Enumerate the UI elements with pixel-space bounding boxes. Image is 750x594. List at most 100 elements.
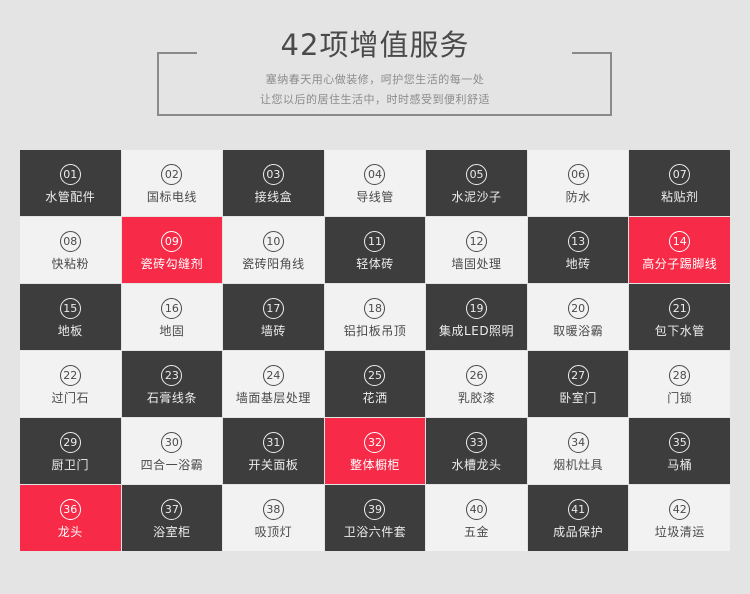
service-number-badge: 10 [262, 231, 284, 252]
service-cell[interactable]: 35 马桶 [629, 418, 730, 484]
service-cell[interactable]: 08 快粘粉 [20, 217, 121, 283]
service-label: 门锁 [667, 391, 693, 405]
service-label: 石膏线条 [146, 391, 197, 405]
service-label: 开关面板 [248, 458, 299, 472]
service-cell[interactable]: 03 接线盒 [223, 150, 324, 216]
service-cell[interactable]: 28 门锁 [629, 351, 730, 417]
services-grid: 01 水管配件 02 国标电线 03 接线盒 04 导线管 05 水泥沙子 06 防水 07 粘贴剂 08 快… [20, 150, 730, 551]
service-label: 瓷砖勾缝剂 [140, 257, 204, 271]
service-cell[interactable]: 07 粘贴剂 [629, 150, 730, 216]
service-label: 厨卫门 [51, 458, 90, 472]
service-label: 地固 [159, 324, 185, 338]
service-cell[interactable]: 16 地固 [121, 284, 223, 350]
service-cell[interactable]: 29 厨卫门 [20, 418, 121, 484]
service-label: 取暖浴霸 [553, 324, 604, 338]
service-number-badge: 03 [262, 164, 284, 185]
service-cell[interactable]: 06 防水 [527, 150, 629, 216]
service-number-badge: 30 [161, 432, 183, 453]
service-label: 导线管 [356, 190, 394, 204]
service-number-badge: 28 [669, 365, 691, 386]
service-label: 墙面基层处理 [235, 391, 311, 405]
service-number-badge: 08 [59, 231, 81, 252]
service-cell[interactable]: 41 成品保护 [527, 485, 629, 551]
service-cell[interactable]: 36 龙头 [20, 485, 121, 551]
service-number-badge: 27 [567, 365, 589, 386]
service-label: 花洒 [362, 391, 388, 405]
service-cell[interactable]: 39 卫浴六件套 [324, 485, 426, 551]
service-cell[interactable]: 26 乳胶漆 [426, 351, 527, 417]
service-number-badge: 11 [364, 231, 386, 252]
page-header: 42项增值服务 塞纳春天用心做装修，呵护您生活的每一处 让您以后的居住生活中，时… [0, 0, 750, 140]
service-cell[interactable]: 17 墙砖 [223, 284, 324, 350]
service-number-badge: 05 [466, 164, 488, 185]
service-cell[interactable]: 25 花洒 [324, 351, 426, 417]
service-number-badge: 16 [161, 298, 183, 319]
service-number-badge: 36 [59, 499, 81, 520]
service-cell[interactable]: 13 地砖 [527, 217, 629, 283]
service-number-badge: 12 [466, 231, 488, 252]
service-number-badge: 20 [567, 298, 589, 319]
service-label: 接线盒 [254, 190, 293, 204]
service-label: 快粘粉 [51, 257, 90, 271]
service-label: 水管配件 [45, 190, 96, 204]
service-cell[interactable]: 19 集成LED照明 [426, 284, 527, 350]
service-cell[interactable]: 23 石膏线条 [121, 351, 223, 417]
service-label: 整体橱柜 [349, 458, 400, 472]
service-cell[interactable]: 01 水管配件 [20, 150, 121, 216]
service-cell[interactable]: 14 高分子踢脚线 [629, 217, 730, 283]
service-label: 乳胶漆 [457, 391, 496, 405]
service-cell[interactable]: 04 导线管 [324, 150, 426, 216]
service-cell[interactable]: 38 吸顶灯 [223, 485, 324, 551]
service-number-badge: 14 [669, 231, 691, 252]
service-label: 过门石 [51, 391, 90, 405]
page-title: 42项增值服务 [280, 28, 470, 62]
service-cell[interactable]: 42 垃圾清运 [629, 485, 730, 551]
service-number-badge: 23 [161, 365, 183, 386]
service-cell[interactable]: 15 地板 [20, 284, 121, 350]
service-label: 吸顶灯 [254, 525, 293, 539]
header-subtitle-line-1: 塞纳春天用心做装修，呵护您生活的每一处 [265, 73, 485, 86]
service-label: 墙砖 [260, 324, 286, 338]
service-cell[interactable]: 27 卧室门 [527, 351, 629, 417]
service-number-badge: 37 [161, 499, 183, 520]
service-number-badge: 41 [567, 499, 589, 520]
service-number-badge: 24 [262, 365, 284, 386]
header-frame-gap [197, 48, 572, 58]
service-cell[interactable]: 12 墙固处理 [426, 217, 527, 283]
service-cell[interactable]: 30 四合一浴霸 [121, 418, 223, 484]
service-number-badge: 34 [567, 432, 589, 453]
service-cell[interactable]: 22 过门石 [20, 351, 121, 417]
service-cell[interactable]: 31 开关面板 [223, 418, 324, 484]
service-cell[interactable]: 32 整体橱柜 [324, 418, 426, 484]
service-cell[interactable]: 18 铝扣板吊顶 [324, 284, 426, 350]
service-number-badge: 04 [364, 164, 386, 185]
service-cell[interactable]: 11 轻体砖 [324, 217, 426, 283]
service-cell[interactable]: 21 包下水管 [629, 284, 730, 350]
service-number-badge: 31 [262, 432, 284, 453]
service-label: 成品保护 [553, 525, 604, 539]
service-label: 瓷砖阳角线 [242, 257, 305, 271]
service-cell[interactable]: 09 瓷砖勾缝剂 [121, 217, 223, 283]
service-number-badge: 02 [161, 164, 183, 185]
service-label: 龙头 [57, 525, 83, 539]
service-label: 卫浴六件套 [343, 525, 407, 539]
service-cell[interactable]: 24 墙面基层处理 [223, 351, 324, 417]
service-number-badge: 21 [669, 298, 691, 319]
service-cell[interactable]: 40 五金 [426, 485, 527, 551]
service-label: 地板 [57, 324, 83, 338]
service-cell[interactable]: 34 烟机灶具 [527, 418, 629, 484]
service-cell[interactable]: 05 水泥沙子 [426, 150, 527, 216]
service-cell[interactable]: 10 瓷砖阳角线 [223, 217, 324, 283]
service-cell[interactable]: 02 国标电线 [121, 150, 223, 216]
service-label: 地砖 [565, 257, 591, 271]
service-number-badge: 25 [364, 365, 386, 386]
service-cell[interactable]: 33 水槽龙头 [426, 418, 527, 484]
service-number-badge: 39 [364, 499, 386, 520]
service-label: 烟机灶具 [553, 458, 604, 472]
header-subtitle-line-2: 让您以后的居住生活中，时时感受到便利舒适 [260, 93, 490, 106]
service-number-badge: 33 [466, 432, 488, 453]
service-label: 四合一浴霸 [140, 458, 204, 472]
service-label: 五金 [464, 525, 490, 539]
service-cell[interactable]: 20 取暖浴霸 [527, 284, 629, 350]
service-cell[interactable]: 37 浴室柜 [121, 485, 223, 551]
